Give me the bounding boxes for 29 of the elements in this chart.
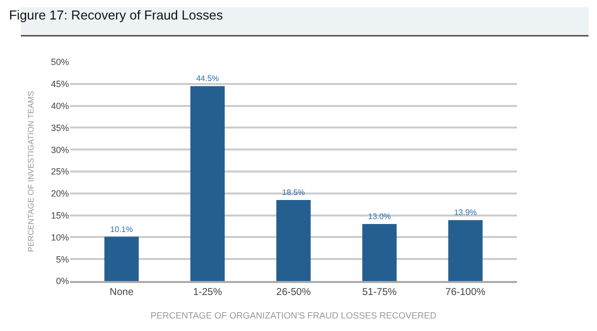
y-tick-label: 30% (50, 144, 69, 155)
x-axis-title: PERCENTAGE OF ORGANIZATION'S FRAUD LOSSES RECOVERED (150, 310, 437, 320)
data-label: 13.9% (454, 208, 477, 218)
y-tick-label: 0% (56, 276, 69, 286)
data-label: 13.0% (368, 212, 391, 222)
y-tick-label: 45% (50, 79, 69, 90)
data-label: 18.5% (282, 188, 305, 197)
chart-title: Figure 17: Recovery of Fraud Losses (8, 7, 224, 22)
bar (276, 200, 311, 281)
bar (104, 236, 139, 281)
y-tick-label: 40% (50, 100, 69, 111)
bar (190, 86, 225, 281)
y-tick-label: 15% (50, 210, 69, 220)
y-tick-label: 35% (50, 122, 69, 133)
bar (362, 224, 397, 281)
y-axis-title: PERCENTAGE OF INVESTIGATION TEAMS (26, 91, 36, 252)
data-label: 44.5% (196, 74, 219, 84)
y-tick-label: 50% (50, 57, 69, 68)
y-tick-label: 5% (56, 254, 69, 264)
x-tick-label: 1-25% (193, 287, 222, 298)
bar (448, 220, 483, 281)
y-tick-label: 10% (50, 232, 69, 242)
x-tick-label: 76-100% (445, 287, 486, 298)
x-tick-label: 26-50% (276, 287, 311, 298)
y-tick-label: 25% (50, 166, 69, 177)
y-tick-label: 20% (50, 188, 69, 199)
x-tick-label: 51-75% (362, 287, 397, 298)
x-tick-label: None (110, 287, 134, 298)
data-label: 10.1% (110, 224, 133, 234)
